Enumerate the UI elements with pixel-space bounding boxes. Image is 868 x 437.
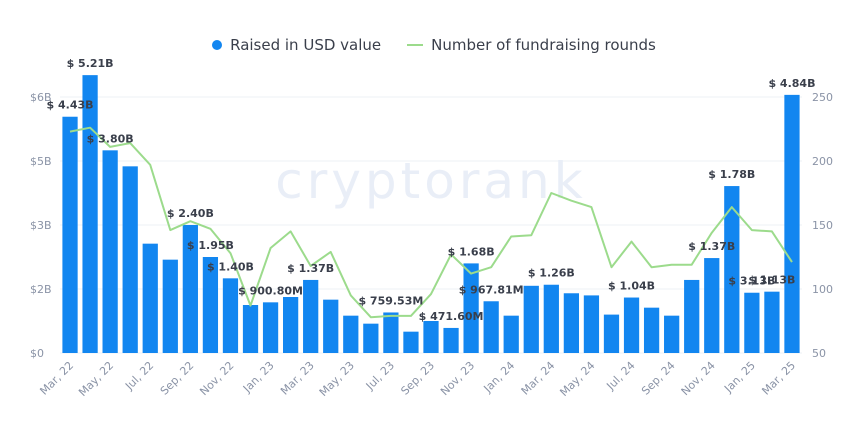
bar xyxy=(623,297,640,353)
bar xyxy=(543,284,559,353)
x-tick-label: May, 24 xyxy=(557,359,597,399)
x-tick-label: Mar, 24 xyxy=(519,359,558,398)
bar xyxy=(563,293,579,353)
data-label: $ 1.40B xyxy=(207,260,254,273)
y-left-tick-label: $2B xyxy=(30,283,52,296)
x-tick-label: Mar, 25 xyxy=(759,359,798,398)
data-label: $ 1.04B xyxy=(608,280,655,293)
data-label: $ 1.68B xyxy=(448,245,495,258)
data-label: $ 1.78B xyxy=(708,168,755,181)
x-tick-label: May, 22 xyxy=(76,359,116,399)
data-label: $ 2.40B xyxy=(167,207,214,220)
x-tick-label: Nov, 23 xyxy=(438,359,477,398)
legend-bar-marker xyxy=(212,40,223,50)
bar xyxy=(643,307,660,353)
data-label: $ 1.37B xyxy=(287,262,334,275)
data-label: $ 3.13B xyxy=(728,275,775,288)
x-tick-label: Jul, 24 xyxy=(604,359,638,393)
y-right-tick-label: 100 xyxy=(812,283,833,296)
legend-item-rounds[interactable]: Number of fundraising rounds xyxy=(407,36,656,54)
data-label: $ 4.84B xyxy=(768,77,815,90)
x-tick-label: Mar, 23 xyxy=(278,359,317,398)
bar xyxy=(242,305,259,353)
bar xyxy=(82,75,98,353)
bar xyxy=(603,314,620,353)
legend-line-marker xyxy=(407,44,424,46)
bar xyxy=(162,259,178,353)
y-left-tick-label: $6B xyxy=(30,91,52,104)
bar xyxy=(323,299,339,353)
data-label: $ 1.26B xyxy=(528,267,575,280)
bar xyxy=(483,301,499,353)
bar xyxy=(764,291,780,353)
bar xyxy=(784,94,800,353)
watermark: cryptorank xyxy=(275,152,586,210)
legend: Raised in USD value Number of fundraisin… xyxy=(0,36,868,54)
data-label: $ 3.80B xyxy=(87,132,134,145)
data-label: $ 900.80M xyxy=(238,284,303,297)
data-label: $ 5.21B xyxy=(67,57,114,70)
rounds-line xyxy=(69,126,793,319)
x-tick-label: Sep, 24 xyxy=(639,359,678,398)
legend-label-rounds: Number of fundraising rounds xyxy=(431,36,656,54)
x-tick-label: Jan, 25 xyxy=(721,359,758,396)
bar xyxy=(262,302,279,353)
bar xyxy=(403,331,419,353)
y-right-tick-label: 150 xyxy=(812,219,833,232)
bar xyxy=(423,321,439,353)
bar xyxy=(142,243,158,353)
y-left-tick-label: $0 xyxy=(30,347,44,360)
data-label: $ 967.81M xyxy=(459,283,524,296)
bar xyxy=(383,312,399,353)
bar xyxy=(283,297,299,353)
data-label: $ 1.95B xyxy=(187,239,234,252)
x-tick-label: May, 23 xyxy=(317,359,357,399)
bar xyxy=(62,116,78,353)
x-tick-label: Nov, 24 xyxy=(679,359,718,398)
bar xyxy=(704,258,720,353)
bar xyxy=(182,225,198,353)
x-tick-label: Jul, 23 xyxy=(363,359,397,393)
bar xyxy=(363,323,379,353)
data-label: $ 759.53M xyxy=(358,294,423,307)
x-tick-label: Jul, 22 xyxy=(122,359,156,393)
bar xyxy=(222,278,239,353)
x-tick-label: Jan, 24 xyxy=(481,359,518,396)
bar xyxy=(463,263,479,353)
bar xyxy=(102,150,118,353)
x-tick-label: Nov, 22 xyxy=(197,359,236,398)
y-left-tick-label: $3B xyxy=(30,219,52,232)
y-left-tick-label: $5B xyxy=(30,155,52,168)
data-label: $ 4.43B xyxy=(47,99,94,112)
legend-label-raised: Raised in USD value xyxy=(230,36,382,54)
bar xyxy=(523,285,539,353)
y-right-tick-label: 200 xyxy=(812,155,833,168)
bar xyxy=(202,257,219,353)
bar xyxy=(724,186,740,353)
bar xyxy=(664,315,680,353)
bar xyxy=(122,166,138,353)
data-label: $ 471.60M xyxy=(419,310,484,323)
bar xyxy=(303,279,319,353)
data-label: $ 1.37B xyxy=(688,240,735,253)
legend-item-raised[interactable]: Raised in USD value xyxy=(212,36,381,54)
y-right-tick-label: 250 xyxy=(812,91,833,104)
y-right-tick-label: 50 xyxy=(812,347,826,360)
x-tick-label: Jan, 23 xyxy=(240,359,277,396)
bar xyxy=(744,292,760,353)
bar xyxy=(343,315,359,353)
x-tick-label: Mar, 22 xyxy=(37,359,76,398)
data-label: $ 1.13B xyxy=(748,274,795,287)
bar xyxy=(684,279,700,353)
x-tick-label: Sep, 23 xyxy=(398,359,437,398)
x-tick-label: Sep, 22 xyxy=(158,359,197,398)
bar xyxy=(503,315,519,353)
bar xyxy=(583,295,600,353)
bar xyxy=(443,327,459,353)
